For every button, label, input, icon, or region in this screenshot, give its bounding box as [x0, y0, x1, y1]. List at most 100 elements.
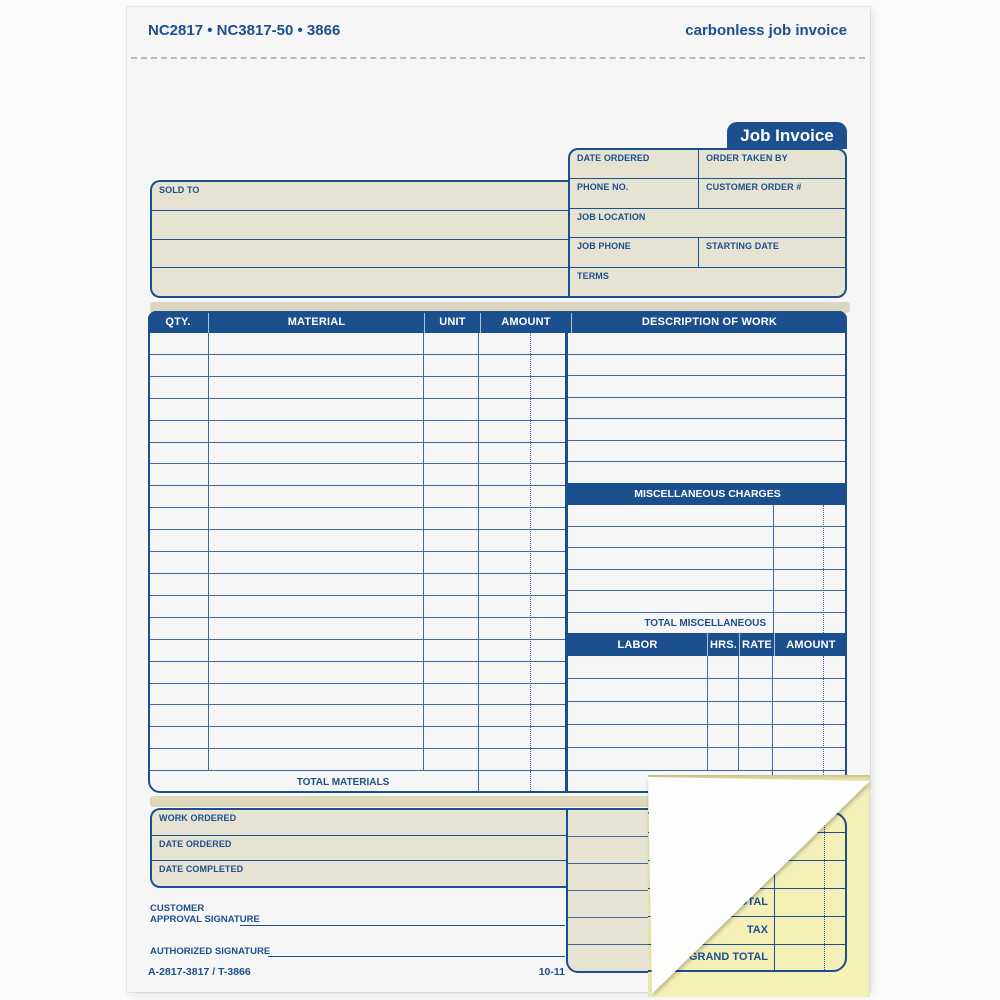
blank-table-row: [568, 548, 847, 570]
authorized-signature-caption: AUTHORIZED SIGNATURE: [150, 946, 271, 957]
job-location-label: JOB LOCATION: [577, 211, 646, 222]
labor-header-bar: LABOR HRS. RATE AMOUNT: [568, 633, 847, 656]
blank-table-row: [148, 618, 568, 640]
sold-to-row: [152, 238, 570, 268]
blank-table-row: [148, 530, 568, 553]
blank-table-row: [568, 570, 847, 592]
folded-corner-face: [648, 777, 870, 994]
phone-no-label: PHONE NO.: [577, 182, 629, 193]
sold-to-label: SOLD TO: [159, 185, 200, 195]
job-location-field: JOB LOCATION: [570, 207, 845, 237]
date-ordered-field: DATE ORDERED: [570, 150, 698, 178]
blank-table-row: [568, 419, 847, 441]
labor-header: LABOR: [617, 638, 658, 651]
description-of-work-header: DESCRIPTION OF WORK: [571, 311, 847, 333]
blank-table-row: [148, 464, 568, 487]
description-of-work-area: [568, 333, 847, 483]
blank-table-row: [568, 527, 847, 549]
blank-table-row: [568, 656, 847, 679]
total-materials-label: TOTAL MATERIALS: [296, 776, 390, 788]
blank-table-row: [568, 441, 847, 463]
unit-column-line: [478, 771, 479, 793]
info-row: JOB PHONE STARTING DATE: [570, 237, 845, 267]
phone-no-field: PHONE NO.: [570, 179, 698, 207]
carbon-grand-total-label: GRAND TOTAL: [688, 951, 768, 963]
sold-to-row: [152, 209, 570, 239]
blank-table-row: [568, 679, 847, 702]
blank-table-row: [568, 462, 847, 483]
customer-signature-line: [240, 925, 565, 926]
starting-date-field: STARTING DATE: [698, 238, 845, 267]
labor-table: [568, 656, 847, 770]
blank-table-row: [148, 355, 568, 377]
blank-table-row: [148, 508, 568, 531]
form-title: Job Invoice: [740, 125, 834, 145]
blank-table-row: [568, 505, 847, 527]
info-row: DATE ORDERED ORDER TAKEN BY: [570, 150, 845, 179]
misc-charges-label: MISCELLANEOUS CHARGES: [634, 488, 781, 500]
materials-table: [148, 333, 568, 770]
order-taken-by-field: ORDER TAKEN BY: [698, 150, 845, 179]
labor-amount-header: AMOUNT: [774, 633, 847, 656]
blank-table-row: [148, 333, 568, 355]
perforation-line: [131, 57, 865, 59]
blank-table-row: [568, 333, 847, 355]
rate-header: RATE: [739, 633, 774, 656]
hrs-header: HRS.: [707, 633, 739, 656]
customer-order-field: CUSTOMER ORDER #: [698, 179, 845, 208]
customer-approval-caption: CUSTOMER APPROVAL SIGNATURE: [150, 903, 260, 926]
approval-signature-label: APPROVAL SIGNATURE: [150, 914, 260, 926]
blank-table-row: [568, 591, 847, 612]
sold-to-row: [152, 267, 570, 296]
cents-divider-dotted-line: [530, 771, 531, 793]
work-ordered-box: WORK ORDERED DATE ORDERED DATE COMPLETED: [150, 808, 566, 888]
total-misc-row: TOTAL MISCELLANEOUS: [568, 612, 847, 633]
order-info-box: DATE ORDERED ORDER TAKEN BY PHONE NO. CU…: [568, 148, 847, 298]
blank-table-row: [148, 684, 568, 706]
total-misc-label: TOTAL MISCELLANEOUS: [644, 617, 766, 629]
misc-charges-table: [568, 505, 847, 612]
folded-corner: [645, 772, 873, 1000]
blank-table-row: [148, 377, 568, 399]
blank-table-row: [148, 486, 568, 509]
pad-edge-strip-bottom: [150, 796, 850, 807]
date-completed-row: DATE COMPLETED: [152, 860, 566, 886]
misc-charges-header: MISCELLANEOUS CHARGES: [568, 483, 847, 505]
blank-table-row: [148, 574, 568, 596]
blank-table-row: [568, 748, 847, 770]
blank-table-row: [148, 596, 568, 618]
carbon-amount-column-line: [774, 814, 775, 970]
date-ordered-label: DATE ORDERED: [577, 153, 650, 163]
product-codes: NC2817 • NC3817-50 • 3866: [148, 22, 341, 39]
table-section-divider: [565, 311, 568, 793]
blank-table-row: [148, 443, 568, 465]
material-header: MATERIAL: [208, 311, 424, 333]
blank-table-row: [568, 376, 847, 398]
authorized-signature-line: [268, 956, 565, 957]
amount-header: AMOUNT: [480, 311, 571, 333]
date-ordered-label: DATE ORDERED: [159, 838, 232, 849]
blank-table-row: [568, 355, 847, 377]
order-taken-by-label: ORDER TAKEN BY: [706, 153, 788, 163]
work-ordered-row: WORK ORDERED: [152, 810, 566, 835]
carbon-cents-dotted-line: [824, 814, 825, 970]
blank-table-row: [148, 640, 568, 662]
blank-table-row: [148, 727, 568, 750]
date-completed-label: DATE COMPLETED: [159, 864, 244, 875]
pad-edge-strip-top: [150, 302, 850, 313]
blank-table-row: [568, 398, 847, 420]
carbon-row-line: [648, 916, 845, 917]
form-number: A-2817-3817 / T-3866: [148, 966, 251, 978]
product-title: carbonless job invoice: [685, 22, 847, 39]
customer-label: CUSTOMER: [150, 903, 205, 914]
main-table-header: QTY. MATERIAL UNIT AMOUNT DESCRIPTION OF…: [148, 311, 847, 333]
date-ordered-row: DATE ORDERED: [152, 834, 566, 861]
blank-table-row: [148, 552, 568, 574]
work-ordered-label: WORK ORDERED: [159, 813, 237, 823]
sold-to-row: SOLD TO: [152, 182, 570, 210]
blank-table-row: [568, 702, 847, 725]
carbon-row-line: [648, 944, 845, 945]
sold-to-box: SOLD TO: [150, 180, 570, 298]
blank-table-row: [148, 705, 568, 728]
